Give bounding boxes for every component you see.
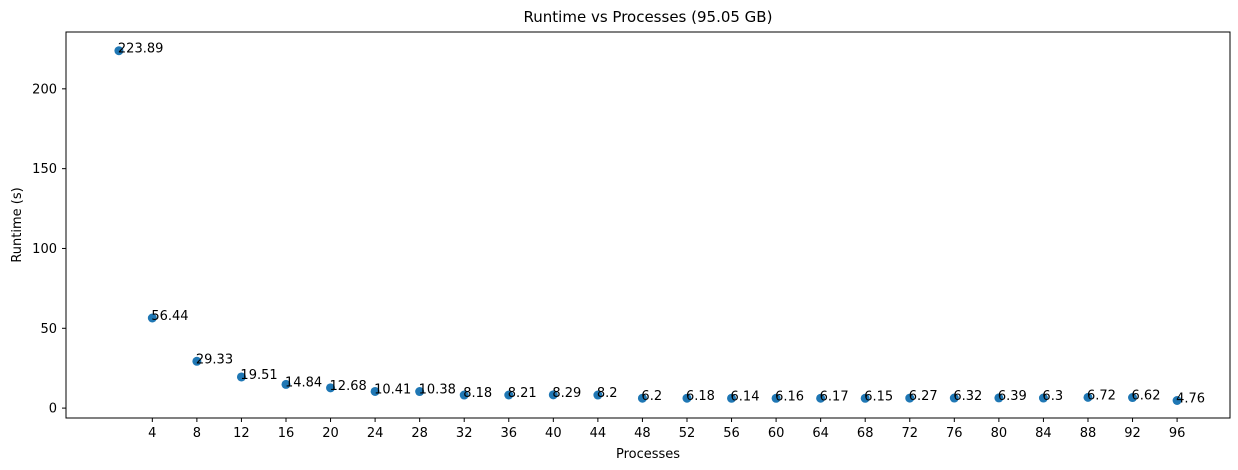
data-label: 6.18	[686, 389, 715, 404]
data-point	[1172, 396, 1182, 406]
x-tick-label: 80	[991, 426, 1008, 441]
x-tick-label: 28	[411, 426, 428, 441]
data-point	[326, 383, 336, 393]
x-tick-label: 64	[812, 426, 829, 441]
x-tick-label: 16	[278, 426, 295, 441]
data-label: 6.3	[1042, 389, 1063, 404]
x-tick-label: 20	[322, 426, 339, 441]
x-tick-label: 32	[456, 426, 473, 441]
data-label: 10.38	[419, 383, 456, 398]
data-label: 6.15	[864, 389, 893, 404]
x-tick-label: 92	[1124, 426, 1141, 441]
x-axis-label: Processes	[616, 447, 680, 462]
data-point	[1128, 393, 1138, 403]
data-label: 14.84	[285, 375, 322, 390]
data-label: 6.32	[953, 389, 982, 404]
y-axis-label: Runtime (s)	[10, 187, 25, 262]
data-label: 6.17	[820, 389, 849, 404]
data-point	[114, 46, 124, 56]
data-point	[192, 356, 202, 366]
data-point	[949, 393, 959, 403]
data-label: 29.33	[196, 352, 233, 367]
y-tick-label: 200	[32, 82, 57, 97]
data-label: 10.41	[374, 382, 411, 397]
data-label: 8.29	[552, 386, 581, 401]
x-tick-label: 44	[590, 426, 607, 441]
plot-background	[66, 32, 1230, 418]
data-point	[994, 393, 1004, 403]
chart-title: Runtime vs Processes (95.05 GB)	[524, 8, 773, 26]
x-tick-label: 8	[193, 426, 201, 441]
data-label: 6.2	[641, 389, 662, 404]
y-tick-label: 50	[40, 322, 57, 337]
data-label: 6.16	[775, 389, 804, 404]
data-label: 6.72	[1087, 388, 1116, 403]
data-points	[114, 46, 1182, 406]
data-point	[816, 393, 826, 403]
data-labels: 223.89 56.44 29.33 19.51 14.84 12.68 10.41 10.3…	[118, 42, 1205, 407]
data-point	[1038, 393, 1048, 403]
data-point	[771, 393, 781, 403]
x-tick-label: 56	[723, 426, 740, 441]
data-point	[415, 387, 425, 397]
data-point	[637, 393, 647, 403]
data-point	[727, 393, 737, 403]
data-point	[548, 390, 558, 400]
x-tick-label: 60	[768, 426, 785, 441]
data-label: 56.44	[151, 309, 188, 324]
data-point	[147, 313, 157, 323]
plot-frame	[65, 31, 1231, 419]
data-label: 6.27	[909, 389, 938, 404]
data-point	[1083, 392, 1093, 402]
x-tick-label: 68	[857, 426, 874, 441]
x-tick-label: 52	[679, 426, 696, 441]
data-point	[504, 390, 514, 400]
y-tick-label: 100	[32, 242, 57, 257]
data-point	[860, 393, 870, 403]
x-tick-label: 76	[946, 426, 963, 441]
x-tick-label: 48	[634, 426, 651, 441]
data-point	[459, 390, 469, 400]
x-tick-label: 88	[1080, 426, 1097, 441]
data-point	[370, 386, 380, 396]
data-label: 19.51	[240, 368, 277, 383]
x-tick-label: 96	[1169, 426, 1186, 441]
y-tick-label: 150	[32, 162, 57, 177]
x-tick-label: 12	[233, 426, 250, 441]
x-tick-label: 4	[148, 426, 156, 441]
data-label: 8.21	[508, 386, 537, 401]
data-point	[281, 379, 291, 389]
data-point	[236, 372, 246, 382]
data-label: 8.18	[463, 386, 492, 401]
data-point	[682, 393, 692, 403]
data-label: 6.62	[1132, 389, 1161, 404]
data-point	[593, 390, 603, 400]
data-label: 4.76	[1176, 392, 1205, 407]
data-label: 6.14	[731, 389, 760, 404]
data-label: 223.89	[118, 42, 164, 57]
data-label: 12.68	[330, 379, 367, 394]
data-point	[905, 393, 915, 403]
x-tick-label: 24	[367, 426, 384, 441]
y-tick-label: 0	[49, 402, 57, 417]
x-tick-label: 36	[500, 426, 517, 441]
y-axis-ticks: 0 50 100 150 200	[32, 82, 66, 417]
x-tick-label: 72	[901, 426, 918, 441]
data-label: 8.2	[597, 386, 618, 401]
x-axis-ticks: 4 8 12 16 20 24 28 32 36 40 44 48 52 56 60 64 68 72 76 80 84…	[148, 418, 1185, 441]
data-label: 6.39	[998, 389, 1027, 404]
x-tick-label: 40	[545, 426, 562, 441]
x-tick-label: 84	[1035, 426, 1052, 441]
